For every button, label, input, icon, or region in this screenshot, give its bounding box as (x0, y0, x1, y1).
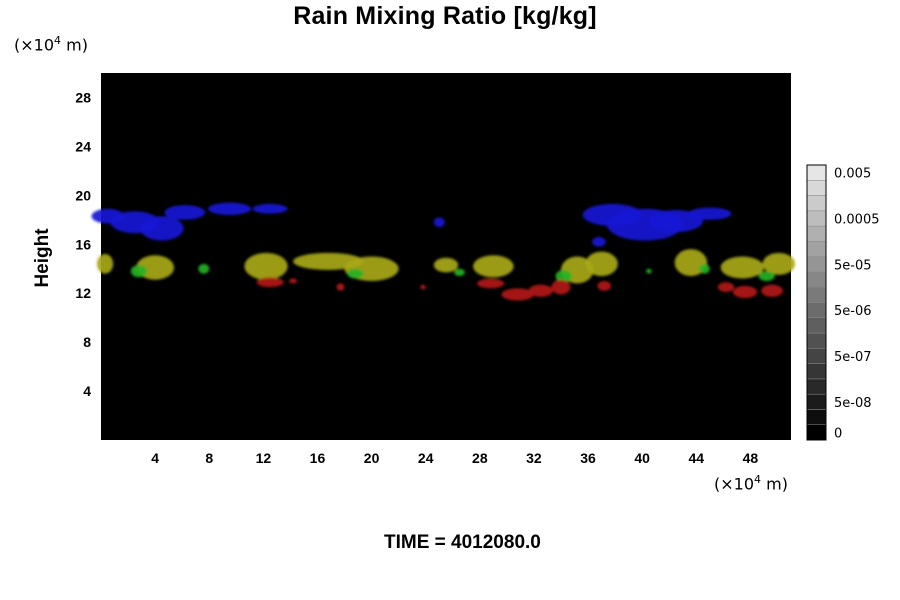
chart-title: Rain Mixing Ratio [kg/kg] (293, 2, 597, 30)
colorbar-label: 5e-06 (834, 304, 872, 319)
x-tick-label: 16 (310, 450, 326, 466)
colorbar-swatch (806, 363, 827, 380)
x-axis-unit: (×104 m) (714, 473, 788, 493)
y-axis-unit: (×104 m) (14, 34, 88, 54)
rain-blob (289, 278, 298, 284)
colorbar-label: 0 (834, 426, 842, 441)
rain-blob (732, 285, 758, 299)
rain-blob (96, 254, 114, 274)
x-tick-label: 36 (580, 450, 596, 466)
colorbar-swatch (806, 210, 827, 227)
colorbar-swatch (806, 286, 827, 303)
colorbar-label: 0.0005 (834, 212, 880, 227)
y-tick-label: 28 (75, 89, 91, 105)
x-tick-label: 20 (364, 450, 380, 466)
rain-blob (699, 263, 710, 274)
rain-blob (501, 288, 534, 301)
rain-blob (717, 282, 735, 292)
y-tick-label: 12 (75, 285, 91, 301)
x-axis-ticks: 4 8 12 16 20 24 28 32 36 40 44 48 (151, 450, 758, 466)
y-tick-label: 8 (83, 334, 91, 350)
colorbar: 0 5e-08 5e-07 5e-06 5e-05 0.0005 0.005 (806, 164, 880, 441)
rain-blob (762, 252, 796, 275)
colorbar-swatch (806, 241, 827, 257)
y-unit-prefix: (×10 (14, 35, 55, 55)
rain-blob (758, 271, 775, 281)
colorbar-swatch (806, 332, 827, 349)
x-unit-suffix: m) (761, 474, 788, 494)
colorbar-swatch (806, 225, 827, 242)
colorbar-swatch (806, 180, 827, 196)
rain-blob (592, 236, 606, 247)
colorbar-label: 0.005 (834, 167, 871, 182)
x-tick-label: 44 (689, 450, 705, 466)
x-unit-exponent: 4 (754, 473, 762, 486)
rain-blob (646, 268, 652, 274)
rain-blob (130, 265, 147, 278)
rain-blob (433, 217, 445, 228)
rain-blob (244, 252, 288, 280)
colorbar-frame (806, 164, 827, 441)
y-tick-label: 20 (75, 187, 91, 203)
x-tick-label: 28 (472, 450, 488, 466)
colorbar-swatch (806, 195, 827, 212)
x-tick-label: 24 (418, 450, 434, 466)
y-axis-ticks: 4 8 12 16 20 24 28 (75, 89, 91, 399)
y-tick-label: 4 (83, 383, 91, 399)
rain-blob (256, 277, 284, 288)
colorbar-swatch (806, 409, 827, 425)
rain-blob (720, 256, 764, 279)
y-unit-suffix: m) (61, 35, 88, 55)
rain-blob (454, 268, 465, 277)
rain-blob (555, 269, 572, 283)
rain-blob (420, 284, 426, 290)
rain-blob (688, 207, 732, 220)
colorbar-swatch (806, 164, 827, 181)
rain-blob (164, 205, 206, 220)
colorbar-swatch (806, 256, 827, 273)
rain-blob (198, 263, 210, 274)
colorbar-swatch (806, 348, 827, 364)
y-tick-label: 16 (75, 236, 91, 252)
rain-blob (207, 202, 252, 215)
x-tick-label: 32 (526, 450, 542, 466)
rain-blob (528, 284, 553, 297)
rain-blob (585, 251, 618, 277)
x-tick-label: 48 (743, 450, 759, 466)
colorbar-swatch (806, 271, 827, 288)
colorbar-label: 5e-08 (834, 396, 872, 411)
plot-area (101, 73, 791, 440)
y-tick-label: 24 (75, 138, 91, 154)
x-unit-prefix: (×10 (714, 474, 755, 494)
x-tick-label: 8 (205, 450, 213, 466)
x-tick-label: 4 (151, 450, 159, 466)
time-label: TIME = 4012080.0 (384, 532, 541, 553)
rain-blob (477, 278, 505, 289)
colorbar-swatch (806, 393, 827, 410)
colorbar-label: 5e-07 (834, 350, 872, 365)
rain-blob (252, 203, 288, 214)
rain-blob (336, 283, 345, 291)
colorbar-swatch (806, 302, 827, 319)
rain-field (91, 202, 796, 301)
y-unit-exponent: 4 (54, 34, 62, 47)
colorbar-swatch (806, 317, 827, 334)
rain-blob (140, 216, 184, 241)
colorbar-swatch (806, 424, 827, 441)
x-tick-label: 12 (256, 450, 272, 466)
rain-blob (347, 268, 364, 279)
rain-blob (761, 284, 783, 297)
rain-blob (433, 257, 459, 273)
rain-blob (597, 280, 612, 291)
colorbar-swatch (806, 378, 827, 395)
rain-blob (674, 249, 708, 277)
rain-blob (473, 255, 514, 278)
rain-blob (551, 279, 571, 295)
x-tick-label: 40 (634, 450, 650, 466)
colorbar-label: 5e-05 (834, 258, 872, 273)
